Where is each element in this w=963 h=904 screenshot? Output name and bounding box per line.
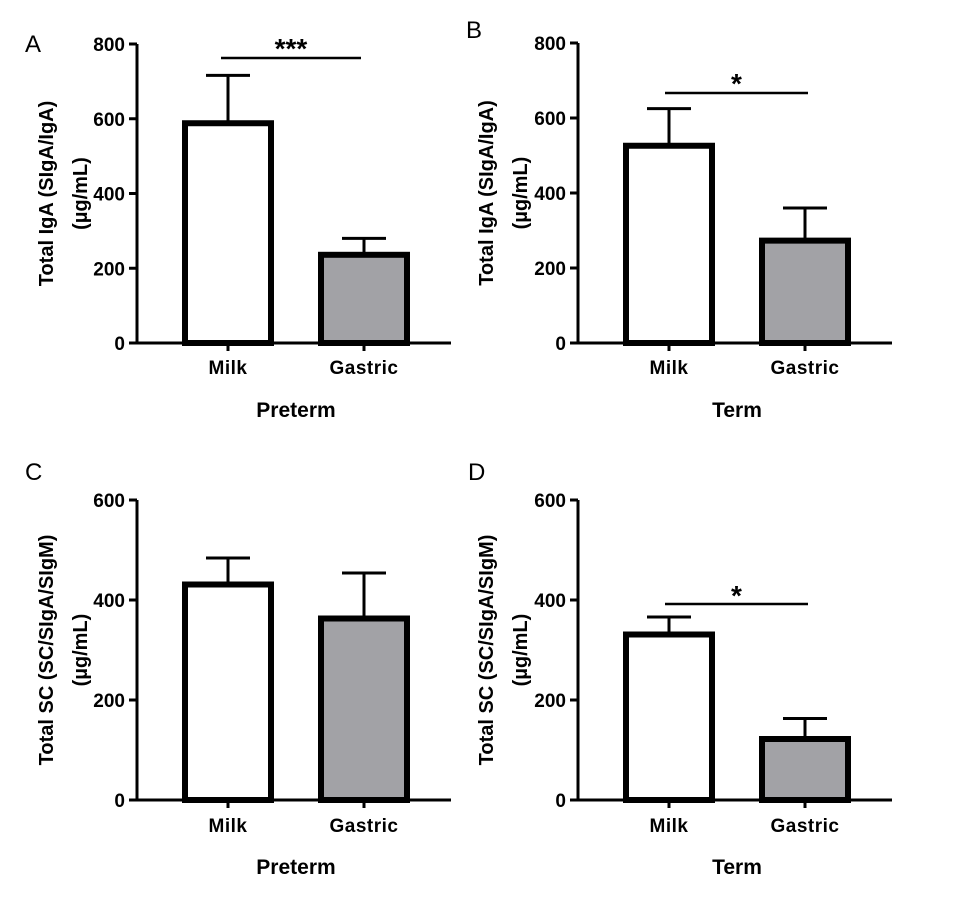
y-tick-label: 400 — [93, 591, 125, 612]
significance-marker: * — [731, 580, 742, 611]
y-tick-label: 600 — [534, 109, 566, 130]
y-axis-unit-label: (µg/mL) — [70, 614, 92, 687]
category-label-gastric: Gastric — [771, 358, 840, 379]
y-tick-label: 400 — [534, 591, 566, 612]
x-axis-label: Term — [712, 856, 762, 879]
y-tick-label: 200 — [93, 691, 125, 712]
bar-milk — [182, 581, 274, 803]
panel-letter: A — [25, 31, 41, 58]
panel-c: C Milk Gastric 0 200 400 600 Preterm Total SC (S… — [25, 459, 451, 879]
x-axis-label: Term — [712, 399, 762, 422]
panel-d: D Milk Gastric 0 200 400 600 Term Total SC (SC/S… — [468, 459, 892, 879]
category-label-milk: Milk — [650, 816, 689, 837]
y-tick-label: 600 — [534, 491, 566, 512]
category-label-gastric: Gastric — [330, 816, 399, 837]
y-axis-label: Total SC (SC/SIgA/SIgM) — [476, 535, 498, 766]
bar-gastric — [318, 615, 410, 803]
y-axis-label: Total SC (SC/SIgA/SIgM) — [36, 535, 58, 766]
y-tick-label: 200 — [534, 691, 566, 712]
bar-gastric — [759, 237, 851, 346]
y-axis-label: Total IgA (SIgA/IgA) — [476, 100, 498, 286]
x-axis-label: Preterm — [256, 856, 335, 879]
bar-milk — [623, 142, 715, 346]
category-label-gastric: Gastric — [771, 816, 840, 837]
x-axis-label: Preterm — [256, 399, 335, 422]
y-tick-label: 800 — [93, 35, 125, 56]
panel-letter: C — [25, 459, 42, 486]
category-label-milk: Milk — [209, 816, 248, 837]
y-tick-label: 0 — [555, 791, 566, 812]
y-axis-unit-label: (µg/mL) — [510, 614, 532, 687]
bar-gastric — [318, 251, 410, 346]
panel-a: A Milk Gastric 0 200 400 600 800 Preterm Total Ig… — [25, 31, 451, 422]
y-tick-label: 400 — [534, 184, 566, 205]
y-tick-label: 600 — [93, 491, 125, 512]
y-tick-label: 800 — [534, 34, 566, 55]
significance-marker: *** — [275, 33, 308, 64]
y-axis-unit-label: (µg/mL) — [70, 157, 92, 230]
y-tick-label: 200 — [93, 259, 125, 280]
y-tick-label: 0 — [114, 791, 125, 812]
panel-letter: D — [468, 459, 485, 486]
panel-b: B Milk Gastric 0 200 400 600 800 Term Total IgA (… — [466, 17, 892, 422]
significance-marker: * — [731, 68, 742, 99]
y-tick-label: 400 — [93, 185, 125, 206]
y-tick-label: 0 — [555, 334, 566, 355]
y-tick-label: 0 — [114, 334, 125, 355]
y-axis-unit-label: (µg/mL) — [510, 157, 532, 230]
category-label-gastric: Gastric — [330, 358, 399, 379]
bar-gastric — [759, 736, 851, 803]
y-tick-label: 200 — [534, 259, 566, 280]
bar-milk — [623, 631, 715, 803]
y-tick-label: 600 — [93, 110, 125, 131]
category-label-milk: Milk — [650, 358, 689, 379]
panel-letter: B — [466, 17, 482, 44]
y-axis-label: Total IgA (SIgA/IgA) — [36, 101, 58, 287]
category-label-milk: Milk — [209, 358, 248, 379]
bar-milk — [182, 120, 274, 346]
